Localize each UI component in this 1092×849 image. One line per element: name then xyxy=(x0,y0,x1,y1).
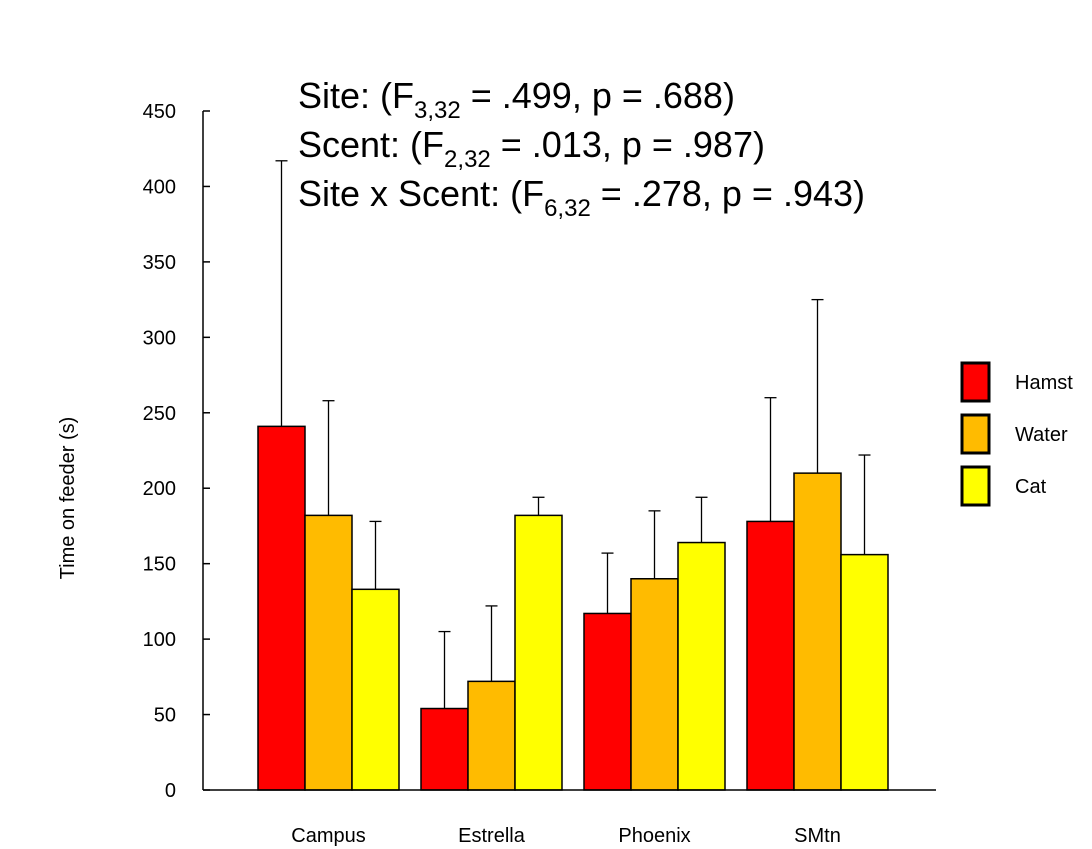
y-ticks xyxy=(203,110,210,791)
bar-hamst-estrella xyxy=(420,707,469,791)
stats-interaction-df: 6,32 xyxy=(544,195,591,222)
legend: Hamst Water Cat xyxy=(960,361,1073,507)
bar-hamst-smtn xyxy=(746,520,795,791)
x-tick-label: Phoenix xyxy=(618,825,690,847)
legend-label-cat: Cat xyxy=(1015,476,1047,498)
stats-site-result: = .499, p = .688) xyxy=(460,75,735,116)
y-tick-label: 50 xyxy=(154,705,176,727)
legend-swatch-cat xyxy=(960,465,991,507)
stats-interaction-result: = .278, p = .943) xyxy=(590,173,865,214)
stats-scent-result: = .013, p = .987) xyxy=(490,124,765,165)
stats-line-site: Site: (F3,32 = .499, p = .688) xyxy=(298,75,735,123)
bar-cat-phoenix xyxy=(677,541,726,791)
bar-water-campus xyxy=(304,514,353,791)
stats-site-label: Site: (F xyxy=(298,75,415,116)
bar-cat-campus xyxy=(351,588,400,791)
stats-line-scent: Scent: (F2,32 = .013, p = .987) xyxy=(298,124,765,172)
x-tick-label: Estrella xyxy=(458,825,526,847)
y-axis-label: Time on feeder (s) xyxy=(57,417,79,580)
legend-swatch-hamst xyxy=(960,361,991,403)
bar-water-smtn xyxy=(793,472,842,791)
y-tick-label: 0 xyxy=(165,780,176,802)
legend-label-hamst: Hamst xyxy=(1015,372,1073,394)
y-tick-label: 250 xyxy=(143,403,176,425)
bar-cat-estrella xyxy=(514,514,563,791)
y-tick-label: 100 xyxy=(143,629,176,651)
x-tick-label: SMtn xyxy=(794,825,841,847)
y-tick-label: 150 xyxy=(143,554,176,576)
bar-cat-smtn xyxy=(840,553,889,791)
bars xyxy=(257,425,889,791)
x-tick-labels: Campus Estrella Phoenix SMtn xyxy=(291,825,841,847)
bar-water-estrella xyxy=(467,680,516,791)
bar-water-phoenix xyxy=(630,578,679,791)
bar-hamst-phoenix xyxy=(583,612,632,791)
legend-label-water: Water xyxy=(1015,424,1068,446)
x-tick-label: Campus xyxy=(291,825,365,847)
y-tick-labels: 0 50 100 150 200 250 300 350 400 450 xyxy=(143,101,176,802)
stats-site-df: 3,32 xyxy=(414,97,461,124)
y-tick-label: 400 xyxy=(143,176,176,198)
stats-scent-label: Scent: (F xyxy=(298,124,445,165)
error-bars xyxy=(275,160,871,709)
y-tick-label: 350 xyxy=(143,252,176,274)
y-tick-label: 200 xyxy=(143,478,176,500)
stats-scent-df: 2,32 xyxy=(444,146,491,173)
legend-swatch-water xyxy=(960,413,991,455)
bar-hamst-campus xyxy=(257,425,306,791)
stats-line-interaction: Site x Scent: (F6,32 = .278, p = .943) xyxy=(298,173,865,221)
y-tick-label: 300 xyxy=(143,327,176,349)
stats-interaction-label: Site x Scent: (F xyxy=(298,173,545,214)
y-tick-label: 450 xyxy=(143,101,176,123)
